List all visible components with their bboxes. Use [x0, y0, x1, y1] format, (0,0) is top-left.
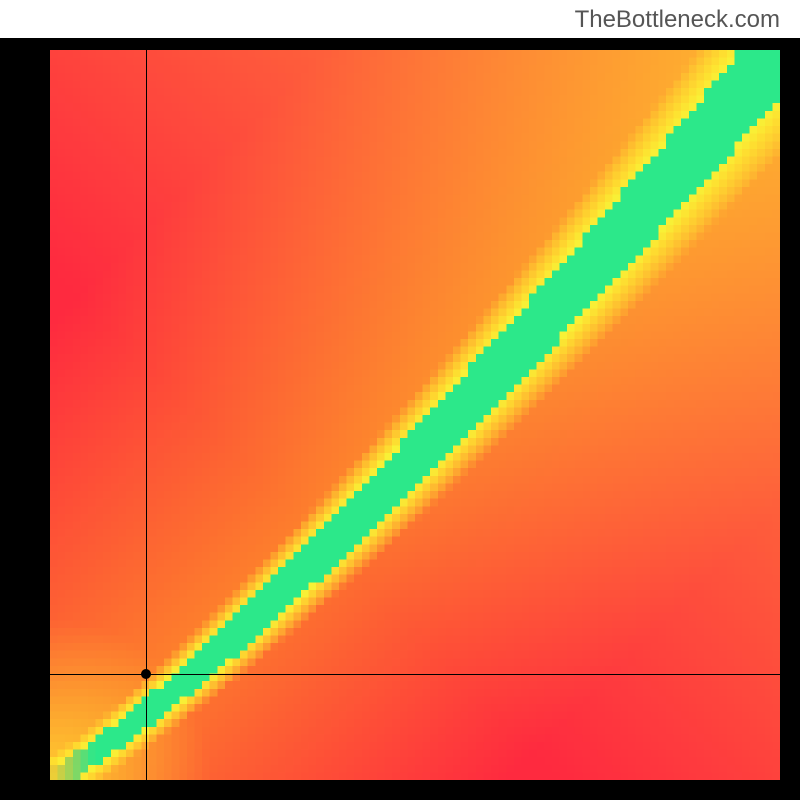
crosshair-marker: [141, 669, 151, 679]
chart-container: TheBottleneck.com: [0, 0, 800, 800]
watermark-text: TheBottleneck.com: [575, 6, 780, 34]
bottleneck-heatmap: [50, 50, 780, 780]
crosshair-horizontal: [50, 674, 780, 675]
